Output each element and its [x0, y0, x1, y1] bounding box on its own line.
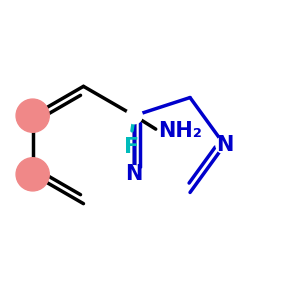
Text: N: N [216, 135, 233, 155]
Circle shape [16, 158, 49, 191]
Circle shape [216, 136, 233, 154]
Text: NH₂: NH₂ [159, 122, 203, 141]
Circle shape [16, 99, 49, 132]
Text: N: N [126, 164, 143, 184]
Circle shape [126, 166, 143, 183]
Circle shape [126, 108, 142, 124]
Text: F: F [124, 137, 139, 157]
